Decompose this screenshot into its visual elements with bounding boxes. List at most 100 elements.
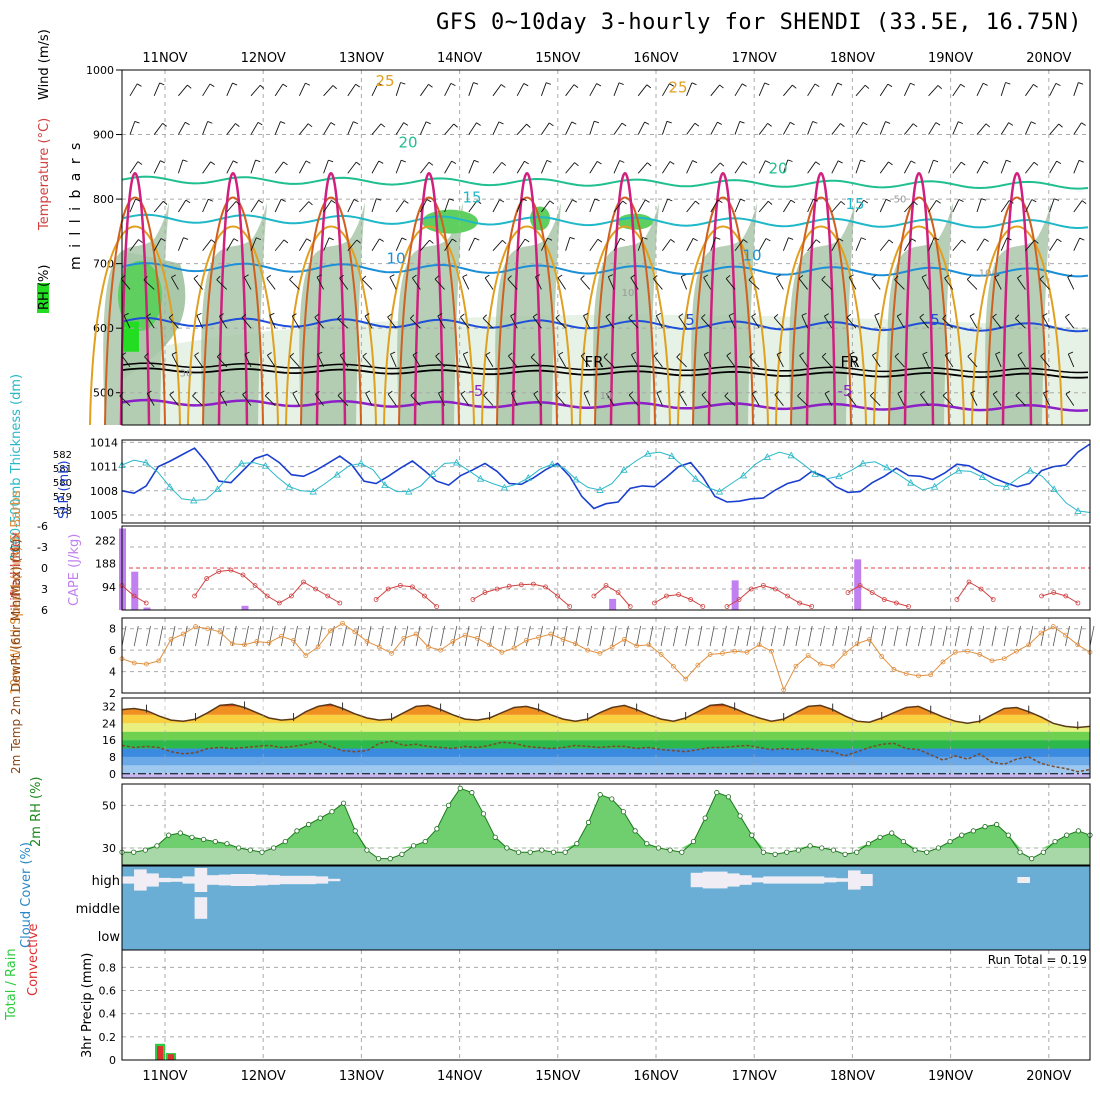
wind-barb-flag — [426, 199, 432, 203]
wind-barb — [444, 238, 453, 251]
wind-barb — [250, 237, 257, 251]
wind-barb — [710, 121, 718, 135]
wind-barb — [976, 198, 982, 213]
surface-wind-barb — [366, 625, 372, 647]
wind-barb — [120, 278, 131, 290]
high-cloud-bar — [823, 877, 837, 883]
wind-barb-flag — [305, 160, 311, 164]
wind-barb — [773, 317, 784, 329]
wind-barb-flag — [944, 352, 950, 356]
x-tick-label-top: 14NOV — [437, 51, 482, 66]
wind-barb-flag — [719, 84, 724, 89]
thickness-marker — [237, 459, 246, 467]
isotherm-25-arch — [383, 225, 475, 426]
wind-barb-flag — [332, 85, 337, 90]
wind-barb-flag — [330, 122, 336, 126]
slp-line — [121, 443, 1091, 510]
li-line — [956, 581, 994, 600]
wind-barb — [942, 395, 954, 406]
wind-barb-flag — [524, 160, 529, 165]
y-axis-label-group: Lifted Index CAPE (J/kg) — [9, 531, 82, 608]
isotherm-30-arch — [888, 196, 950, 426]
rh-marker — [492, 834, 498, 840]
wind-speed-marker — [364, 639, 370, 644]
wind-barb-flag — [1081, 122, 1086, 126]
wind-barb-flag — [508, 352, 513, 357]
wind-barb-flag — [719, 162, 725, 167]
wind-barb — [462, 276, 470, 290]
wind-barb — [192, 395, 203, 406]
li-tick-label: 6 — [41, 604, 48, 617]
wind-barb-flag — [387, 390, 393, 395]
wind-barb-flag — [283, 239, 289, 244]
wind-barb — [679, 393, 687, 406]
wind-speed-marker — [720, 650, 725, 656]
wind-barb — [202, 199, 209, 213]
wind-barb-flag — [308, 201, 313, 206]
rh-marker — [224, 841, 230, 847]
wind-barb — [928, 85, 939, 97]
wind-barb-flag — [670, 239, 675, 243]
wind-barb — [1024, 199, 1033, 213]
thickness-marker — [405, 487, 413, 495]
wind-barb — [783, 84, 793, 97]
cape-bar — [854, 559, 862, 610]
wind-barb-flag — [1017, 352, 1023, 356]
wind-barb-flag — [960, 83, 966, 88]
wind-barb — [904, 238, 912, 251]
wind-barb — [387, 393, 397, 406]
wind-speed-marker — [867, 637, 872, 642]
wind-barb-flag — [644, 199, 650, 203]
wind-barb-flag — [549, 200, 555, 205]
wind-barb — [655, 315, 663, 329]
wind-speed-marker — [891, 667, 897, 672]
rh-marker — [970, 828, 976, 834]
wind-barb-flag — [583, 313, 589, 317]
wind-barb-flag — [969, 313, 975, 317]
wind-barb — [556, 394, 566, 406]
wind-barb-flag — [797, 392, 802, 397]
wind-barb — [264, 395, 276, 406]
wind-barb — [516, 83, 525, 97]
wind-barb — [904, 160, 912, 174]
wind-barb — [299, 123, 309, 135]
wind-barb-flag — [1065, 313, 1070, 318]
wind-barb-flag — [187, 84, 192, 89]
rh-marker — [784, 849, 790, 855]
contour-label: 20 — [398, 133, 417, 151]
wind-barb-flag — [425, 121, 431, 125]
wind-speed-marker — [1014, 648, 1019, 654]
li-marker — [397, 583, 403, 588]
wind-barb — [661, 121, 668, 135]
wind-speed-marker — [805, 653, 811, 658]
wind-barb — [710, 162, 721, 174]
contour-label: 10 — [979, 269, 992, 280]
wind-barb-flag — [266, 274, 272, 279]
high-cloud-bar — [787, 876, 801, 884]
rh-marker — [201, 836, 207, 843]
wind-barb-flag — [144, 353, 149, 358]
wind-barb-flag — [403, 200, 409, 204]
wind-barb — [347, 199, 355, 213]
wind-barb-flag — [666, 120, 672, 124]
wind-barb-flag — [717, 199, 723, 203]
wind-barb-flag — [888, 161, 893, 166]
thickness-marker — [1050, 485, 1058, 493]
surface-wind-barb — [574, 625, 580, 647]
wind-speed-marker — [438, 647, 443, 653]
wind-barb-flag — [547, 237, 553, 241]
wind-barb — [662, 239, 671, 251]
wind-barb-flag — [160, 238, 166, 242]
wind-barb — [274, 239, 285, 252]
wind-speed-marker — [781, 687, 787, 693]
wind-barb — [250, 84, 261, 97]
isotherm-35-arch — [609, 172, 641, 426]
wind-barb-flag — [1079, 237, 1085, 241]
thickness-marker — [763, 453, 772, 460]
wind-barb — [153, 238, 162, 251]
rh-marker — [527, 849, 533, 855]
wind-barb-flag — [597, 238, 603, 243]
rh-marker — [457, 785, 463, 791]
wind-barb — [1017, 277, 1026, 290]
